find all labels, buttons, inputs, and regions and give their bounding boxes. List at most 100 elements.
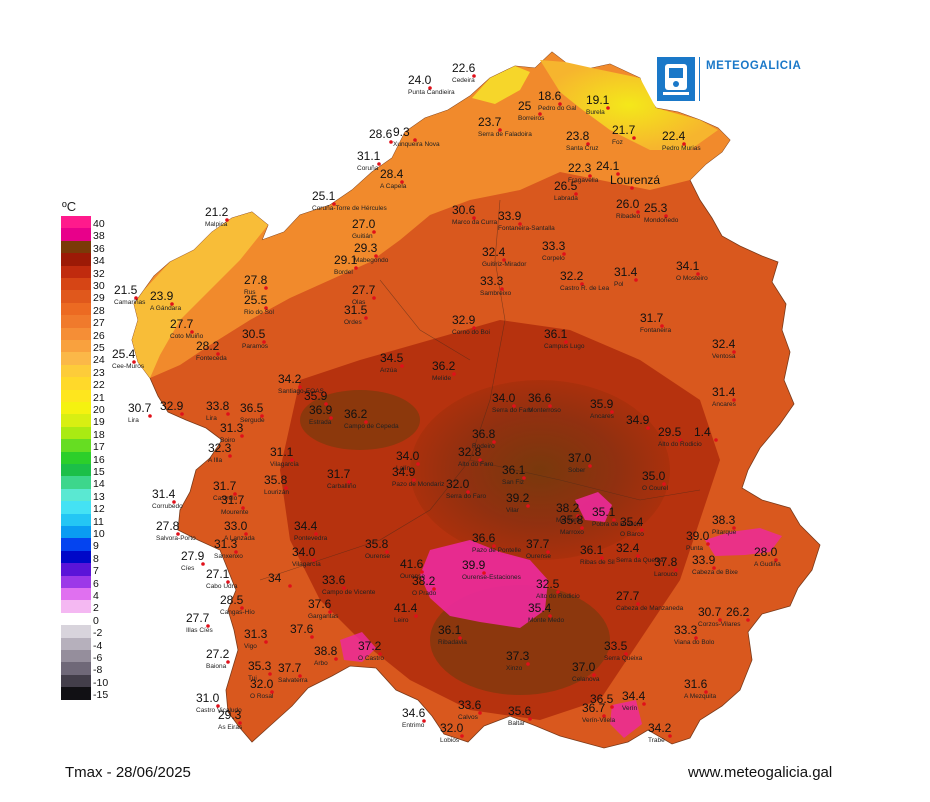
station-value: 33.5 <box>604 639 628 653</box>
station-marker: 32.9 Corno do Boi <box>452 313 490 336</box>
station-value: 33.3 <box>542 239 566 253</box>
station-dot <box>310 635 314 639</box>
station-dot <box>201 562 205 566</box>
legend-label: 28 <box>93 304 105 317</box>
station-value: 34.0 <box>396 449 420 463</box>
station-dot <box>602 714 606 718</box>
station-dot <box>176 532 180 536</box>
station-name: Salvora-Porto <box>156 535 196 542</box>
station-value: 34.4 <box>622 689 646 703</box>
station-dot <box>674 568 678 572</box>
station-value: 29.5 <box>658 425 682 439</box>
station-name: Xinzo <box>506 665 523 672</box>
station-marker: Lourenzá <box>610 173 660 190</box>
station-name: Castro R. de Lea <box>560 285 610 292</box>
station-value: 27.7 <box>352 283 376 297</box>
legend-label: -15 <box>93 689 109 702</box>
station-value: 34.2 <box>648 721 672 735</box>
station-value: 18.6 <box>538 89 562 103</box>
station-marker: 29.3 Mabegondo <box>354 241 389 264</box>
legend-swatch <box>61 414 91 427</box>
station-dot <box>556 590 560 594</box>
legend-label: -2 <box>93 627 103 640</box>
station-dot <box>298 385 302 389</box>
station-value: 35.4 <box>528 601 552 615</box>
station-value: 25.3 <box>644 201 668 215</box>
station-marker: 32.4 Ventosa <box>712 337 736 360</box>
station-dot <box>264 286 268 290</box>
brand-name: METEOGALICIA <box>706 60 802 72</box>
legend-swatch <box>61 240 91 254</box>
station-marker: 32.8 Alto do Faro <box>458 445 494 468</box>
station-value: 30.6 <box>452 203 476 217</box>
station-dot <box>562 252 566 256</box>
legend-swatch <box>61 612 91 626</box>
station-dot <box>347 480 351 484</box>
station-name: A Mezquita <box>684 693 717 700</box>
station-value: 32.9 <box>160 399 184 413</box>
station-dot <box>452 372 456 376</box>
station-name: Mourente <box>221 509 249 516</box>
station-name: Vilar <box>506 507 520 514</box>
station-name: O Mosteiro <box>676 275 708 282</box>
station-marker: 34.0 Vilagarcía <box>292 545 321 568</box>
station-dot <box>400 180 404 184</box>
station-name: Bordel <box>334 269 353 276</box>
station-marker: 27.1 Cabo Udra <box>206 567 238 590</box>
station-value: 37.0 <box>572 660 596 674</box>
legend-label: -4 <box>93 639 103 652</box>
station-value: 39.9 <box>462 558 486 572</box>
legend-label: 6 <box>93 577 99 590</box>
legend-label: 8 <box>93 552 99 565</box>
legend-swatch <box>61 315 91 328</box>
station-marker: 38.2 Monforte <box>556 501 582 524</box>
station-marker: 31.4 Ancares <box>712 385 737 408</box>
station-name: San Fiz <box>502 479 524 486</box>
station-value: 31.5 <box>344 303 368 317</box>
station-name: Fontaneira-Santalla <box>498 225 555 232</box>
station-value: 35.6 <box>508 704 532 718</box>
station-dot <box>774 558 778 562</box>
station-name: Arbo <box>314 660 328 667</box>
station-value: 34.4 <box>294 519 318 533</box>
station-dot <box>298 674 302 678</box>
station-name: Camariñas <box>114 299 146 306</box>
station-marker: 33.8 Lira <box>206 399 230 422</box>
station-dot <box>225 218 229 222</box>
station-dot <box>400 364 404 368</box>
station-marker: 34.9 <box>626 413 650 430</box>
station-name: Punta <box>686 545 703 552</box>
station-marker: 35.6 Baltar <box>508 704 532 727</box>
legend-label: 0 <box>93 614 99 627</box>
station-dot <box>526 504 530 508</box>
station-dot <box>334 657 338 661</box>
station-value: 35.8 <box>264 473 288 487</box>
station-name: Salvaterra <box>278 677 308 684</box>
legend-swatch <box>61 402 91 415</box>
legend-swatch <box>61 600 91 613</box>
station-value: 25.5 <box>244 293 268 307</box>
station-dot <box>244 532 248 536</box>
station-marker: 27.8 Salvora-Porto <box>156 519 196 542</box>
station-name: Viana do Bolo <box>674 639 715 646</box>
station-marker: 25.5 Rio do Sol <box>244 293 275 316</box>
station-dot <box>332 202 336 206</box>
station-dot <box>522 476 526 480</box>
station-dot <box>372 230 376 234</box>
station-marker: 35.4 O Barco <box>620 515 644 538</box>
station-value: 33.9 <box>498 209 522 223</box>
station-name: Rio do Sol <box>244 309 275 316</box>
station-dot <box>432 587 436 591</box>
legend-swatch <box>61 377 91 390</box>
station-value: 32.9 <box>452 313 476 327</box>
station-name: Sober <box>568 467 586 474</box>
station-dot <box>564 340 568 344</box>
station-dot <box>412 478 416 482</box>
station-dot <box>260 414 264 418</box>
station-name: Fonteceda <box>196 355 227 362</box>
station-dot <box>226 660 230 664</box>
website-url[interactable]: www.meteogalicia.gal <box>688 764 833 781</box>
legend-swatch <box>61 364 91 378</box>
station-value: 34.9 <box>392 465 416 479</box>
station-name: Tui <box>248 675 257 682</box>
